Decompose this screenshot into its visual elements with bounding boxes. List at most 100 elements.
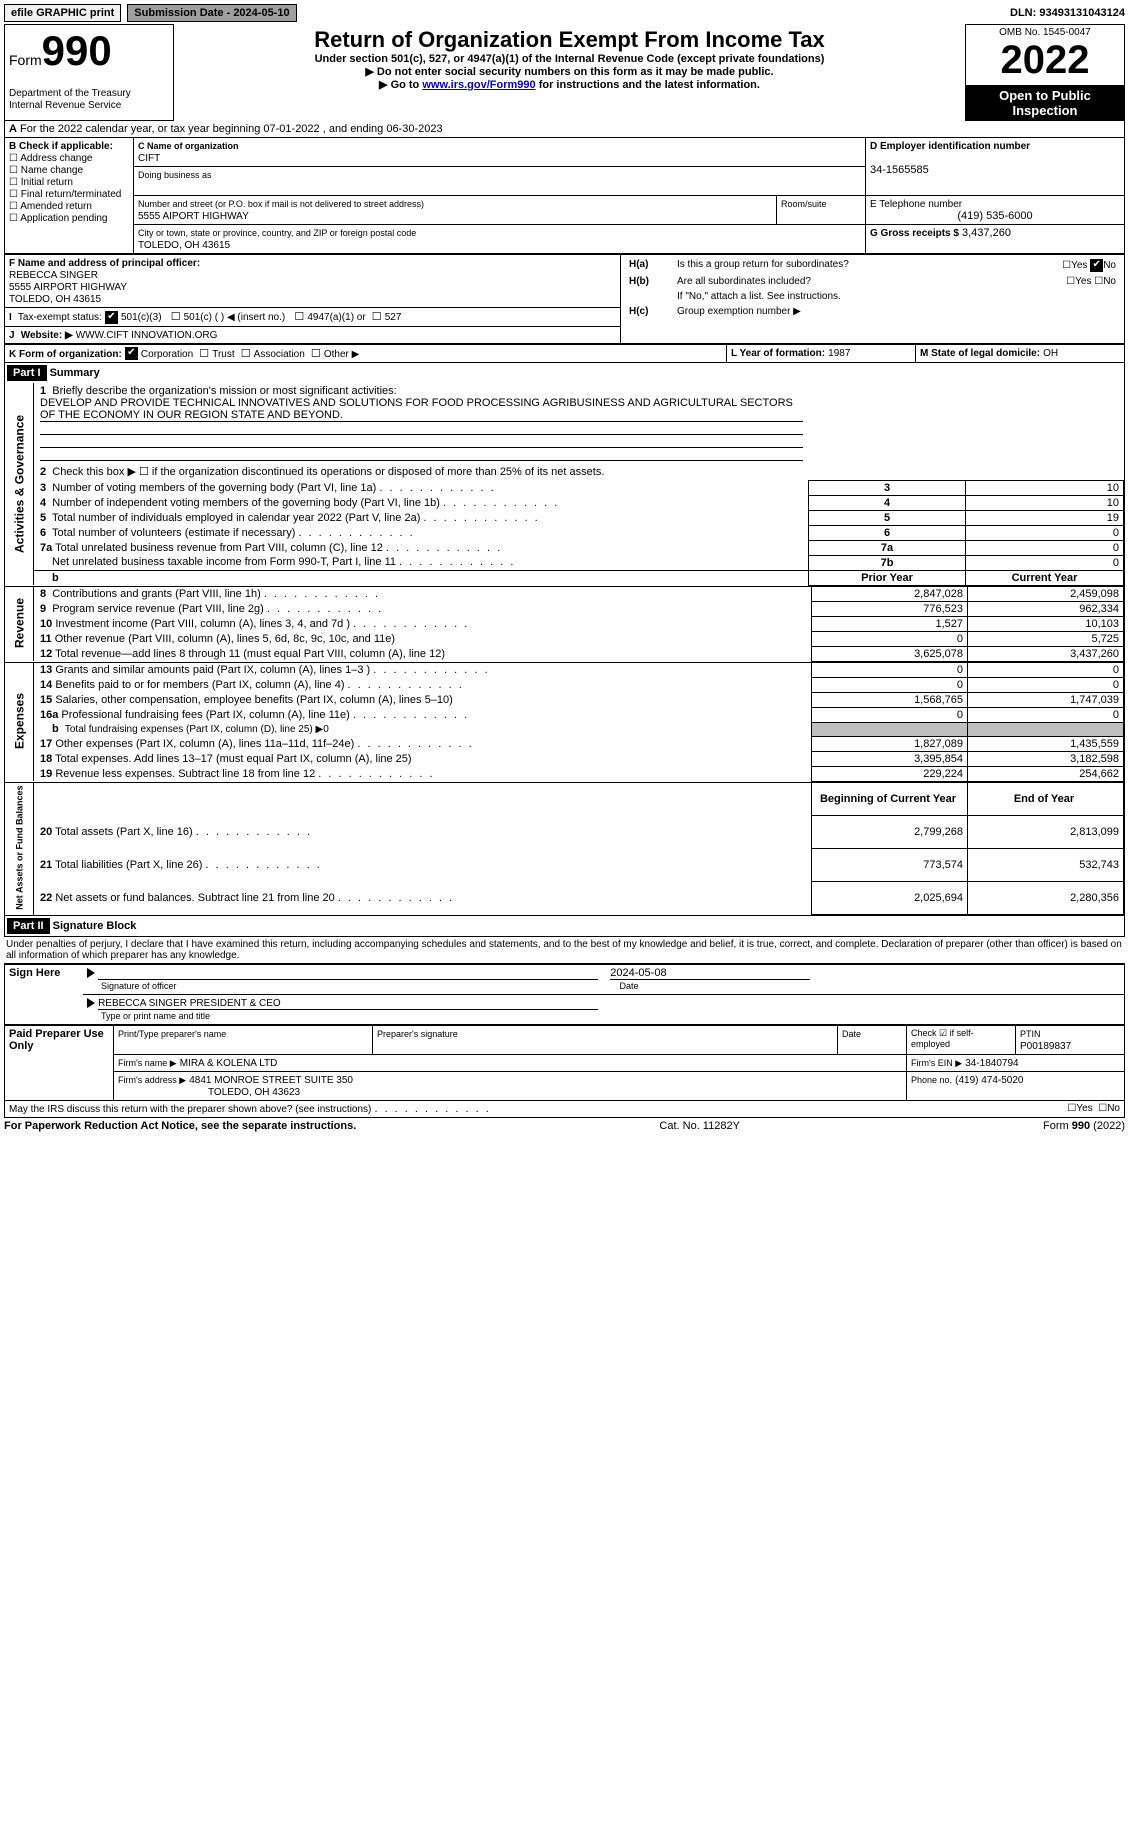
n16a: 16a [40, 709, 58, 721]
n4: 4 [40, 497, 46, 509]
instr2-post: for instructions and the latest informat… [536, 79, 760, 91]
instr2: ▶ Go to www.irs.gov/Form990 for instruct… [178, 78, 961, 91]
form-number: 990 [42, 27, 112, 74]
n10: 10 [40, 618, 52, 630]
title: Return of Organization Exempt From Incom… [178, 27, 961, 53]
gross-receipts: 3,437,260 [962, 227, 1011, 239]
check-self: Check ☑ if self-employed [907, 1026, 1016, 1055]
n16b: b [52, 723, 59, 735]
discuss-yn: ☐Yes ☐No [1067, 1103, 1120, 1114]
p18: 3,395,854 [812, 751, 968, 766]
hb-label: H(b) [625, 274, 673, 289]
officer-addr2: TOLEDO, OH 43615 [9, 294, 101, 305]
n15: 15 [40, 694, 52, 706]
prep-sig-cell: Preparer's signature [373, 1026, 838, 1055]
type-name-label: Type or print name and title [101, 1011, 210, 1021]
e-label: E Telephone number [870, 199, 962, 210]
room-label: Room/suite [781, 199, 827, 209]
n11: 11 [40, 633, 52, 645]
part1-tag: Part I [7, 365, 47, 381]
opt-assoc: Association [254, 349, 305, 360]
footer-left: For Paperwork Reduction Act Notice, see … [4, 1120, 356, 1132]
n13: 13 [40, 664, 52, 676]
opt-amended: ☐ Amended return [9, 201, 92, 212]
officer-addr1: 5555 AIRPORT HIGHWAY [9, 282, 127, 293]
t7b: Net unrelated business taxable income fr… [52, 556, 396, 568]
line1-label: Briefly describe the organization's miss… [52, 385, 396, 397]
opt-address: ☐ Address change [9, 153, 92, 164]
hc-text: Group exemption number ▶ [673, 304, 1120, 319]
h-note: If "No," attach a list. See instructions… [673, 289, 1120, 304]
sign-table: Sign Here 2024-05-08 Signature of office… [4, 964, 1125, 1025]
end-year-h: End of Year [968, 782, 1124, 815]
firm-ein-cell: Firm's EIN ▶ 34-1840794 [907, 1055, 1125, 1072]
klm-table: K Form of organization: ✔ Corporation ☐ … [4, 344, 1125, 364]
ptin-cell: PTINP00189837 [1016, 1026, 1125, 1055]
t10: Investment income (Part VIII, column (A)… [55, 618, 350, 630]
section-k: K Form of organization: ✔ Corporation ☐ … [5, 344, 727, 363]
t20: Total assets (Part X, line 16) [55, 826, 193, 838]
irs-link[interactable]: www.irs.gov/Form990 [422, 79, 535, 91]
sign-here: Sign Here [5, 965, 84, 1025]
footer: For Paperwork Reduction Act Notice, see … [4, 1120, 1125, 1132]
c19: 254,662 [968, 766, 1124, 781]
n12: 12 [40, 648, 52, 660]
n8: 8 [40, 588, 46, 600]
net-label: Net Assets or Fund Balances [5, 782, 34, 915]
t15: Salaries, other compensation, employee b… [55, 694, 452, 706]
n19: 19 [40, 768, 52, 780]
c12: 3,437,260 [968, 646, 1124, 661]
website: WWW.CIFT INNOVATION.ORG [76, 330, 218, 341]
t19: Revenue less expenses. Subtract line 18 … [55, 768, 315, 780]
line1: 1 Briefly describe the organization's mi… [34, 383, 809, 463]
part1-title: Summary [50, 367, 100, 379]
year-formation: 1987 [828, 348, 850, 359]
title-cell: Return of Organization Exempt From Incom… [174, 25, 966, 121]
firm-phone-cell: Phone no. (419) 474-5020 [907, 1072, 1125, 1101]
n3: 3 [40, 482, 46, 494]
instr2-pre: ▶ Go to [379, 79, 422, 91]
p11: 0 [812, 631, 968, 646]
nc6: 6 [809, 525, 966, 540]
p13: 0 [812, 662, 968, 677]
discuss-row: May the IRS discuss this return with the… [4, 1101, 1125, 1118]
current-year-h: Current Year [966, 570, 1124, 585]
tax-year: For the 2022 calendar year, or tax year … [20, 123, 443, 135]
instr1: ▶ Do not enter social security numbers o… [178, 65, 961, 78]
ha-yn: ☐Yes ✔No [1002, 257, 1120, 274]
c21: 532,743 [968, 849, 1124, 882]
submission-date-button[interactable]: Submission Date - 2024-05-10 [127, 4, 296, 22]
opt-name: ☐ Name change [9, 165, 83, 176]
prep-date-cell: Date [838, 1026, 907, 1055]
t17: Other expenses (Part IX, column (A), lin… [55, 738, 354, 750]
n20: 20 [40, 826, 52, 838]
rev-label: Revenue [5, 586, 34, 661]
t14: Benefits paid to or for members (Part IX… [55, 679, 344, 691]
opt-501c3: 501(c)(3) [121, 312, 162, 323]
nc5: 5 [809, 510, 966, 525]
sig-row2: REBECCA SINGER PRESIDENT & CEO Type or p… [83, 995, 1125, 1025]
t12: Total revenue—add lines 8 through 11 (mu… [55, 648, 445, 660]
efile-button[interactable]: efile GRAPHIC print [4, 4, 121, 22]
n6: 6 [40, 527, 46, 539]
t18: Total expenses. Add lines 13–17 (must eq… [55, 753, 411, 765]
section-d: D Employer identification number 34-1565… [866, 138, 1125, 196]
section-h: H(a) Is this a group return for subordin… [621, 255, 1125, 344]
nc3: 3 [809, 480, 966, 495]
c18: 3,182,598 [968, 751, 1124, 766]
footer-right: Form 990 (2022) [1043, 1120, 1125, 1132]
opt-initial: ☐ Initial return [9, 177, 73, 188]
c8: 2,459,098 [968, 586, 1124, 601]
nc7b: 7b [809, 555, 966, 570]
section-c-street: Number and street (or P.O. box if mail i… [134, 196, 777, 224]
top-bar: efile GRAPHIC print Submission Date - 20… [4, 4, 1125, 22]
m-label: M State of legal domicile: [920, 348, 1040, 359]
preparer-table: Paid Preparer Use Only Print/Type prepar… [4, 1025, 1125, 1101]
mission: DEVELOP AND PROVIDE TECHNICAL INNOVATIVE… [40, 397, 803, 422]
section-m: M State of legal domicile: OH [916, 344, 1125, 363]
section-a: A For the 2022 calendar year, or tax yea… [4, 121, 1125, 137]
p8: 2,847,028 [812, 586, 968, 601]
v7a: 0 [966, 540, 1124, 555]
n17: 17 [40, 738, 52, 750]
dba-label: Doing business as [138, 170, 212, 180]
